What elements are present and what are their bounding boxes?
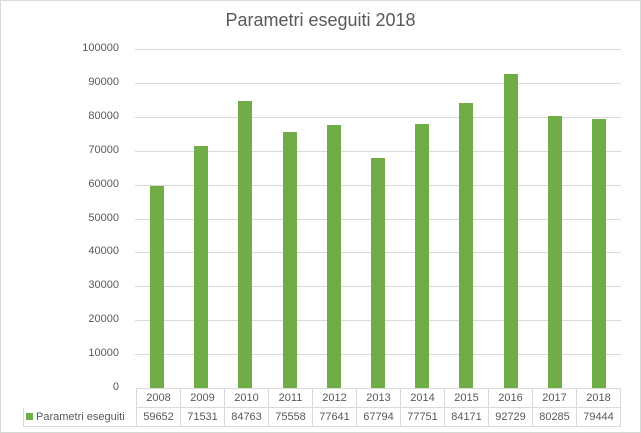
data-value-cell: 77641 (312, 407, 357, 427)
data-value-cell: 75558 (268, 407, 313, 427)
y-tick-label: 50000 (88, 211, 119, 224)
data-table: 2008 2009 2010 2011 2012 2013 2014 2015 2016 2017… (23, 388, 621, 427)
x-category-label: 2010 (224, 388, 269, 408)
bar (459, 102, 474, 388)
data-value-cell: 77751 (400, 407, 445, 427)
bar (194, 145, 209, 388)
x-category-label: 2018 (576, 388, 621, 408)
bar (150, 185, 165, 388)
data-value-cell: 84763 (224, 407, 269, 427)
y-tick-label: 60000 (88, 177, 119, 190)
legend-entry: Parametri eseguiti (23, 407, 137, 427)
bar (326, 124, 341, 388)
x-category-label: 2012 (312, 388, 357, 408)
y-tick-label: 10000 (88, 347, 119, 360)
bar (547, 115, 562, 388)
x-category-label: 2009 (180, 388, 225, 408)
data-value-cell: 71531 (180, 407, 225, 427)
x-category-label: 2015 (444, 388, 489, 408)
y-tick-label: 40000 (88, 245, 119, 258)
bar (591, 118, 606, 388)
bar (282, 131, 297, 388)
y-tick-label: 0 (112, 381, 119, 393)
x-category-label: 2008 (136, 388, 181, 408)
y-tick-label: 100000 (82, 42, 119, 54)
legend-swatch-icon (26, 413, 33, 421)
y-tick-label: 30000 (88, 279, 119, 292)
data-value-cell: 79444 (576, 407, 621, 427)
gridline (135, 49, 621, 50)
chart-title: Parametri eseguiti 2018 (225, 10, 416, 30)
y-tick-label: 90000 (88, 75, 119, 88)
gridline (135, 82, 621, 84)
gridline (135, 116, 621, 118)
data-value-cell: 80285 (532, 407, 577, 427)
data-value-cell: 92729 (488, 407, 533, 427)
y-tick-label: 70000 (88, 143, 119, 156)
x-category-label: 2017 (532, 388, 577, 408)
bar (371, 158, 385, 388)
y-tick-label: 20000 (88, 313, 119, 326)
bar (503, 73, 518, 388)
y-tick-label: 80000 (88, 109, 119, 122)
bar (238, 100, 253, 388)
data-value-cell: 67794 (356, 407, 401, 427)
data-value-cell: 59652 (136, 407, 181, 427)
data-value-cell: 84171 (444, 407, 489, 427)
gridline (135, 150, 621, 152)
x-category-label: 2016 (488, 388, 533, 408)
x-category-label: 2011 (268, 388, 313, 408)
bar (415, 124, 430, 388)
x-category-label: 2014 (400, 388, 445, 408)
x-category-label: 2013 (356, 388, 401, 408)
